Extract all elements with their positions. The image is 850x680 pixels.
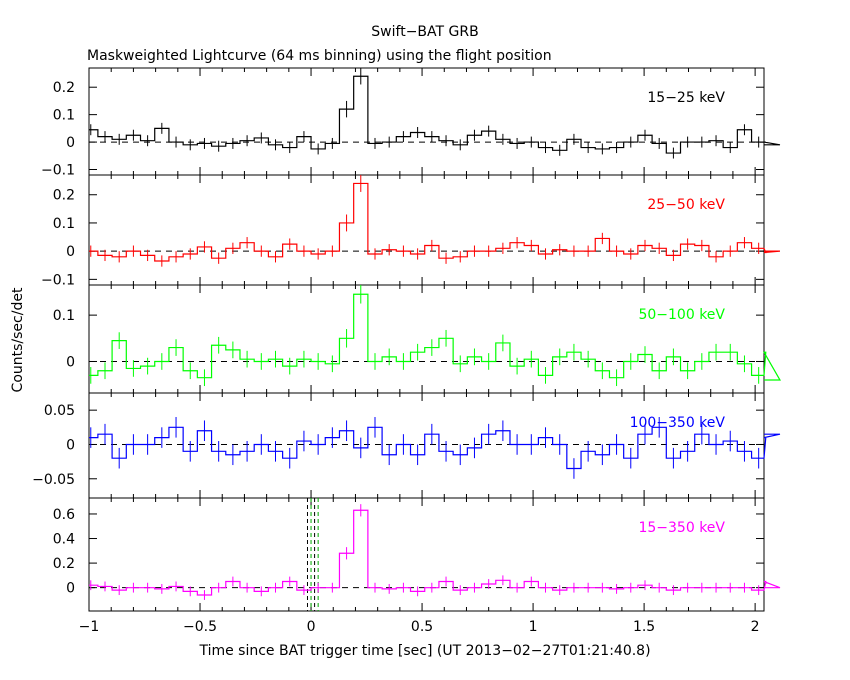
y-tick-label: 0.2 xyxy=(53,556,75,572)
y-tick-label: 0.4 xyxy=(53,532,75,548)
y-tick-label: 0.2 xyxy=(53,80,75,96)
panel-1: −0.1 0 0.1 0.2 15−25 keV xyxy=(41,67,781,179)
lightcurve-series xyxy=(89,293,782,381)
x-tick-label: 1 xyxy=(529,619,538,635)
panels-group: −0.1 0 0.1 0.2 15−25 keV −0.1 0 0.1 0.2 25−50 keV… xyxy=(32,67,782,635)
panel-frame xyxy=(88,174,765,286)
panel-2: −0.1 0 0.1 0.2 25−50 keV xyxy=(41,174,781,288)
y-tick-label: 0.6 xyxy=(53,507,75,523)
y-tick-label: 0.2 xyxy=(53,188,75,204)
y-tick-label: 0.1 xyxy=(53,308,75,324)
y-tick-label: 0 xyxy=(66,437,75,453)
y-tick-label: 0.05 xyxy=(44,403,75,419)
x-axis-label: Time since BAT trigger time [sec] (UT 20… xyxy=(198,643,650,659)
panel-frame xyxy=(88,497,765,612)
x-tick-label: 0.5 xyxy=(411,619,433,635)
panel-5: 0 0.2 0.4 0.6 15−350 keV xyxy=(53,497,781,612)
chart-subtitle: Maskweighted Lightcurve (64 ms binning) … xyxy=(87,48,552,64)
band-label: 100−350 keV xyxy=(630,415,726,431)
lightcurve-series xyxy=(89,426,781,470)
y-tick-label: 0.1 xyxy=(53,216,75,232)
x-tick-label: −0.5 xyxy=(183,619,217,635)
x-tick-label: 0 xyxy=(307,619,316,635)
band-label: 15−350 keV xyxy=(638,520,725,536)
panel-4: −0.05 0 0.05 100−350 keV xyxy=(32,392,781,499)
y-tick-label: −0.1 xyxy=(41,272,75,288)
y-axis-label: Counts/sec/det xyxy=(10,287,26,392)
band-label: 15−25 keV xyxy=(647,90,725,106)
x-tick-label: 2 xyxy=(751,619,760,635)
y-tick-label: 0 xyxy=(66,135,75,151)
y-tick-label: 0 xyxy=(66,244,75,260)
y-tick-label: 0 xyxy=(66,354,75,370)
lightcurve-series xyxy=(89,75,781,154)
band-label: 50−100 keV xyxy=(638,307,725,323)
y-tick-label: −0.05 xyxy=(32,472,75,488)
panel-frame xyxy=(88,67,765,176)
lightcurve-series xyxy=(89,182,781,262)
chart-title: Swift−BAT GRB xyxy=(371,24,478,40)
y-tick-label: 0 xyxy=(66,581,75,597)
y-tick-label: 0.1 xyxy=(53,108,75,124)
y-tick-label: −0.1 xyxy=(41,163,75,179)
x-tick-label: 1.5 xyxy=(633,619,655,635)
lightcurve-series xyxy=(89,509,781,596)
x-tick-label: −1 xyxy=(79,619,100,635)
band-label: 25−50 keV xyxy=(647,197,725,213)
panel-3: 0 0.1 50−100 keV xyxy=(53,284,782,394)
